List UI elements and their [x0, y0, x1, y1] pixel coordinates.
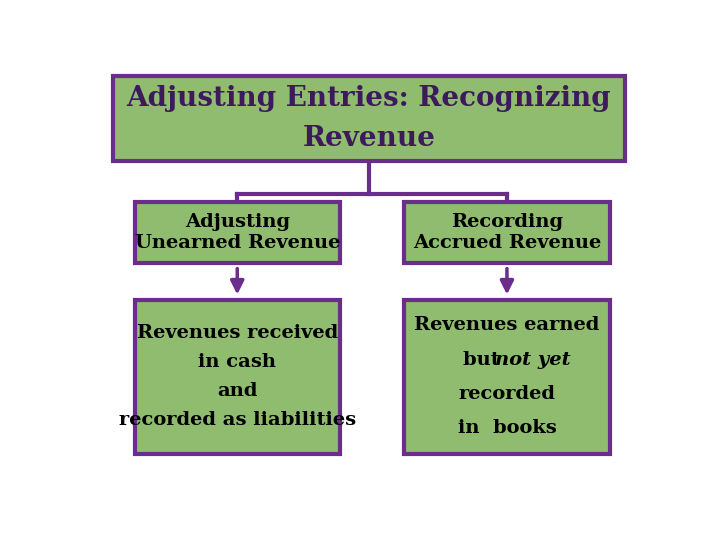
Text: Adjusting
Unearned Revenue: Adjusting Unearned Revenue: [135, 213, 340, 252]
Text: but: but: [462, 350, 506, 368]
Text: Adjusting Entries: Recognizing
Revenue: Adjusting Entries: Recognizing Revenue: [127, 85, 611, 152]
Text: in  books: in books: [458, 419, 557, 437]
Text: Recording
Accrued Revenue: Recording Accrued Revenue: [413, 213, 601, 252]
FancyBboxPatch shape: [404, 202, 610, 264]
FancyBboxPatch shape: [404, 300, 610, 454]
FancyBboxPatch shape: [135, 202, 340, 264]
Text: recorded: recorded: [459, 385, 555, 403]
Text: not yet: not yet: [495, 350, 570, 368]
FancyBboxPatch shape: [113, 76, 625, 161]
Text: Revenues earned: Revenues earned: [414, 316, 600, 334]
Text: Revenues received
in cash
and
recorded as liabilities: Revenues received in cash and recorded a…: [119, 324, 356, 429]
FancyBboxPatch shape: [135, 300, 340, 454]
